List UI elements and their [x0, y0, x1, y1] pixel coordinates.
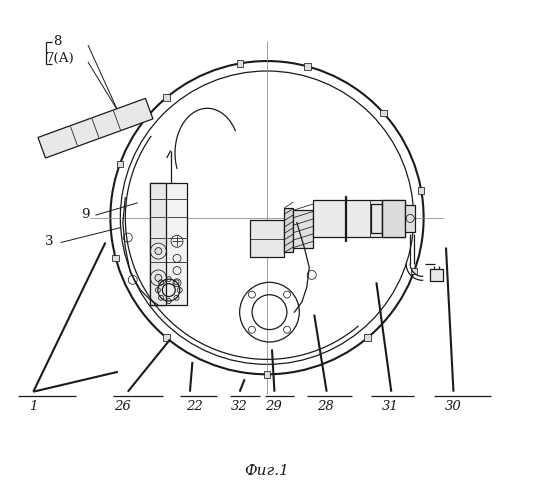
Bar — [163, 334, 170, 341]
Text: 22: 22 — [186, 400, 203, 413]
Text: 29: 29 — [265, 400, 282, 413]
Text: 30: 30 — [445, 400, 462, 413]
Bar — [411, 268, 418, 274]
Bar — [150, 183, 187, 304]
Text: 31: 31 — [381, 400, 398, 413]
Bar — [364, 334, 371, 341]
Bar — [405, 206, 415, 232]
Circle shape — [155, 248, 162, 254]
Text: 8: 8 — [53, 35, 61, 48]
Bar — [371, 204, 382, 233]
Text: 7(А): 7(А) — [46, 52, 74, 65]
Bar — [380, 110, 387, 116]
Bar — [345, 196, 347, 240]
Bar — [113, 255, 119, 262]
Text: 26: 26 — [114, 400, 131, 413]
Bar — [163, 94, 170, 101]
Text: 1: 1 — [29, 400, 37, 413]
Text: 32: 32 — [231, 400, 248, 413]
Bar — [382, 200, 405, 236]
Bar — [304, 63, 311, 70]
Bar — [430, 269, 443, 281]
Circle shape — [155, 274, 162, 281]
Bar — [249, 220, 285, 258]
Text: 3: 3 — [45, 235, 54, 248]
Bar — [418, 188, 425, 194]
Polygon shape — [38, 98, 153, 158]
Text: Фиг.1: Фиг.1 — [245, 464, 289, 478]
Bar — [150, 183, 166, 304]
Bar — [293, 210, 313, 248]
Bar — [237, 60, 243, 66]
Bar — [264, 371, 270, 378]
Text: 28: 28 — [317, 400, 334, 413]
Bar — [116, 161, 123, 168]
Text: 9: 9 — [81, 208, 90, 220]
Bar — [313, 200, 405, 236]
Bar — [285, 208, 293, 252]
